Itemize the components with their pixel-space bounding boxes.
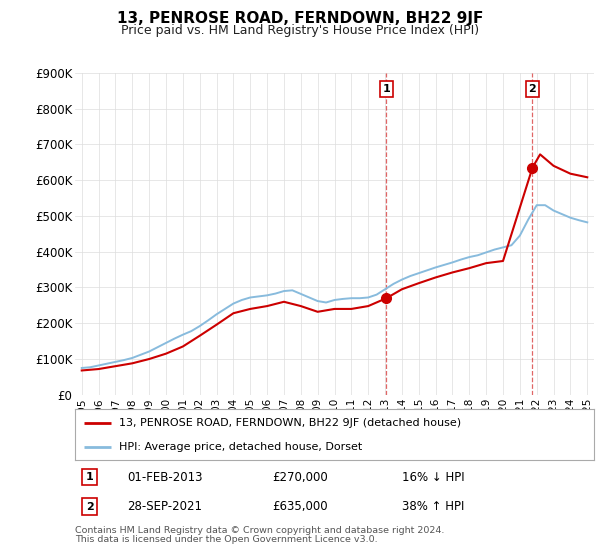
Text: 1: 1 xyxy=(383,84,390,94)
Text: 13, PENROSE ROAD, FERNDOWN, BH22 9JF (detached house): 13, PENROSE ROAD, FERNDOWN, BH22 9JF (de… xyxy=(119,418,461,428)
Text: £270,000: £270,000 xyxy=(272,470,328,483)
Text: 2: 2 xyxy=(529,84,536,94)
Text: 28-SEP-2021: 28-SEP-2021 xyxy=(127,500,202,513)
Text: HPI: Average price, detached house, Dorset: HPI: Average price, detached house, Dors… xyxy=(119,442,362,452)
Text: 13, PENROSE ROAD, FERNDOWN, BH22 9JF: 13, PENROSE ROAD, FERNDOWN, BH22 9JF xyxy=(117,11,483,26)
Text: 01-FEB-2013: 01-FEB-2013 xyxy=(127,470,202,483)
Text: 2: 2 xyxy=(86,502,94,512)
Text: Price paid vs. HM Land Registry's House Price Index (HPI): Price paid vs. HM Land Registry's House … xyxy=(121,24,479,36)
Text: £635,000: £635,000 xyxy=(272,500,328,513)
Text: 38% ↑ HPI: 38% ↑ HPI xyxy=(402,500,464,513)
Text: Contains HM Land Registry data © Crown copyright and database right 2024.: Contains HM Land Registry data © Crown c… xyxy=(75,526,445,535)
Text: 16% ↓ HPI: 16% ↓ HPI xyxy=(402,470,464,483)
Text: This data is licensed under the Open Government Licence v3.0.: This data is licensed under the Open Gov… xyxy=(75,535,377,544)
Text: 1: 1 xyxy=(86,472,94,482)
